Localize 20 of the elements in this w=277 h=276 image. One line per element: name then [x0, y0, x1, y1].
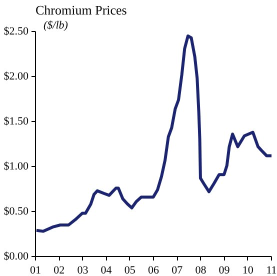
- y-tick-label: $0.50: [4, 206, 29, 218]
- y-tick-label: $1.50: [4, 116, 29, 128]
- x-tick-label: 10: [242, 264, 254, 276]
- y-tick-label: $0.00: [4, 250, 29, 262]
- line-series: [36, 34, 272, 233]
- x-tick-label: 02: [54, 264, 65, 276]
- x-tick-label: 03: [77, 264, 89, 276]
- x-tick-label: 11: [266, 264, 277, 276]
- x-tick-label: 01: [30, 264, 41, 276]
- x-tick-label: 07: [172, 264, 184, 276]
- x-tick-label: 05: [124, 264, 136, 276]
- y-tick-label: $2.00: [4, 70, 29, 82]
- x-tick-label: 06: [148, 264, 160, 276]
- chart-title: Chromium Prices: [36, 2, 127, 18]
- y-axis-title: ($/lb): [44, 20, 68, 32]
- y-tick-label: $2.50: [4, 26, 29, 38]
- x-tick-label: 04: [100, 264, 112, 276]
- x-tick-label: 08: [195, 264, 207, 276]
- y-tick-label: $1.00: [4, 160, 29, 172]
- x-tick-label: 09: [218, 264, 230, 276]
